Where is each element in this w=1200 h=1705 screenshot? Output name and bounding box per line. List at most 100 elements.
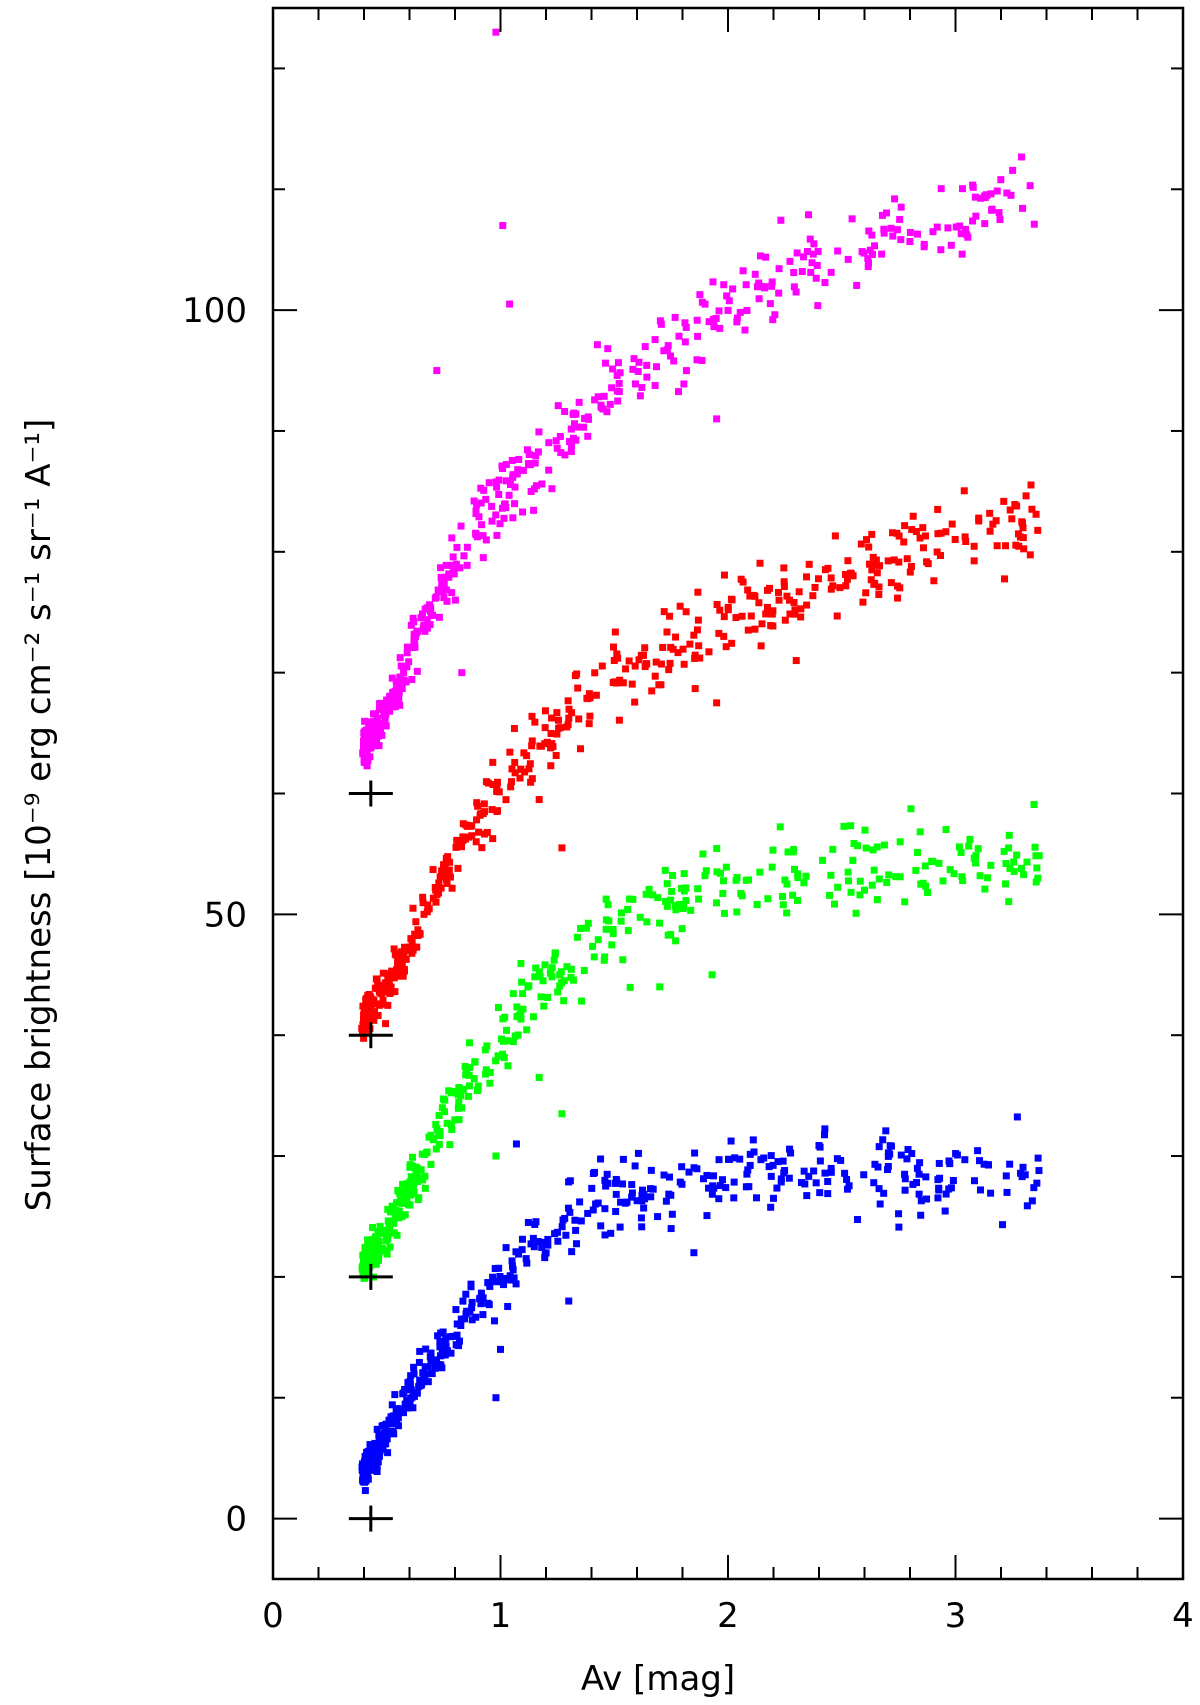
data-point bbox=[563, 723, 571, 731]
data-point bbox=[974, 1147, 982, 1155]
data-point bbox=[831, 532, 839, 540]
data-point bbox=[617, 909, 625, 917]
data-point bbox=[385, 1222, 393, 1230]
data-point bbox=[364, 1000, 372, 1008]
data-point bbox=[675, 332, 683, 340]
data-point bbox=[1026, 551, 1034, 559]
data-point bbox=[755, 295, 763, 303]
data-point bbox=[696, 291, 704, 299]
data-point bbox=[875, 583, 883, 591]
data-point bbox=[382, 722, 390, 730]
data-point bbox=[564, 1204, 572, 1212]
data-point bbox=[382, 702, 390, 710]
data-point bbox=[367, 744, 375, 752]
data-point bbox=[1026, 182, 1034, 190]
data-point bbox=[682, 884, 690, 892]
data-point bbox=[567, 965, 575, 973]
data-point bbox=[916, 534, 924, 542]
data-point bbox=[459, 1085, 467, 1093]
data-point bbox=[656, 983, 664, 991]
data-point bbox=[784, 848, 792, 856]
data-point bbox=[695, 895, 703, 903]
data-point bbox=[1002, 860, 1010, 868]
data-point bbox=[860, 1171, 868, 1179]
data-point bbox=[896, 584, 904, 592]
data-point bbox=[915, 1170, 923, 1178]
data-point bbox=[724, 306, 732, 314]
data-point bbox=[467, 1280, 475, 1288]
data-point bbox=[509, 1266, 517, 1274]
data-point bbox=[875, 590, 883, 598]
data-point bbox=[814, 247, 822, 255]
data-point bbox=[976, 872, 984, 880]
data-point bbox=[544, 1235, 552, 1243]
data-point bbox=[384, 1001, 392, 1009]
data-point bbox=[780, 1169, 788, 1177]
data-point bbox=[429, 611, 437, 619]
data-point bbox=[716, 324, 724, 332]
data-point bbox=[995, 209, 1003, 217]
data-point bbox=[987, 190, 995, 198]
data-point bbox=[875, 875, 883, 883]
data-point bbox=[432, 898, 440, 906]
data-point bbox=[862, 589, 870, 597]
data-point bbox=[359, 1460, 367, 1468]
data-point bbox=[369, 1444, 377, 1452]
data-point bbox=[437, 1329, 445, 1337]
data-point bbox=[494, 1052, 502, 1060]
data-point bbox=[768, 278, 776, 286]
data-point bbox=[489, 781, 497, 789]
data-point bbox=[604, 901, 612, 909]
data-point bbox=[534, 448, 542, 456]
data-point bbox=[407, 1191, 415, 1199]
data-point bbox=[764, 895, 772, 903]
data-point bbox=[722, 1184, 730, 1192]
data-point bbox=[769, 607, 777, 615]
data-point bbox=[435, 613, 443, 621]
data-point bbox=[719, 889, 727, 897]
data-point bbox=[545, 466, 553, 474]
data-point bbox=[489, 1273, 497, 1281]
data-point bbox=[494, 778, 502, 786]
data-point bbox=[765, 584, 773, 592]
data-point bbox=[638, 1223, 646, 1231]
data-point bbox=[878, 211, 886, 219]
data-point bbox=[716, 606, 724, 614]
data-point bbox=[756, 868, 764, 876]
data-point bbox=[663, 628, 671, 636]
data-point bbox=[993, 542, 1001, 550]
data-point bbox=[397, 1194, 405, 1202]
data-point bbox=[490, 1317, 498, 1325]
data-point bbox=[892, 873, 900, 881]
data-point bbox=[969, 181, 977, 189]
data-point bbox=[565, 1297, 573, 1305]
data-point bbox=[433, 367, 441, 375]
data-point bbox=[453, 836, 461, 844]
data-point bbox=[539, 977, 547, 985]
data-point bbox=[900, 538, 908, 546]
data-point bbox=[499, 465, 507, 473]
data-point bbox=[584, 432, 592, 440]
data-point bbox=[453, 543, 461, 551]
data-point bbox=[678, 1180, 686, 1188]
data-point bbox=[572, 410, 580, 418]
data-point bbox=[603, 408, 611, 416]
data-point bbox=[957, 848, 965, 856]
data-point bbox=[363, 734, 371, 742]
data-point bbox=[474, 802, 482, 810]
data-point bbox=[713, 868, 721, 876]
data-point bbox=[616, 676, 624, 684]
data-point bbox=[362, 996, 370, 1004]
data-point bbox=[629, 365, 637, 373]
data-point bbox=[413, 629, 421, 637]
data-point bbox=[391, 950, 399, 958]
data-point bbox=[368, 1257, 376, 1265]
data-point bbox=[713, 845, 721, 853]
data-point bbox=[824, 1190, 832, 1198]
y-tick-label: 100 bbox=[182, 291, 247, 331]
data-point bbox=[552, 751, 560, 759]
data-point bbox=[1028, 505, 1036, 513]
data-point bbox=[805, 1172, 813, 1180]
data-point bbox=[901, 898, 909, 906]
